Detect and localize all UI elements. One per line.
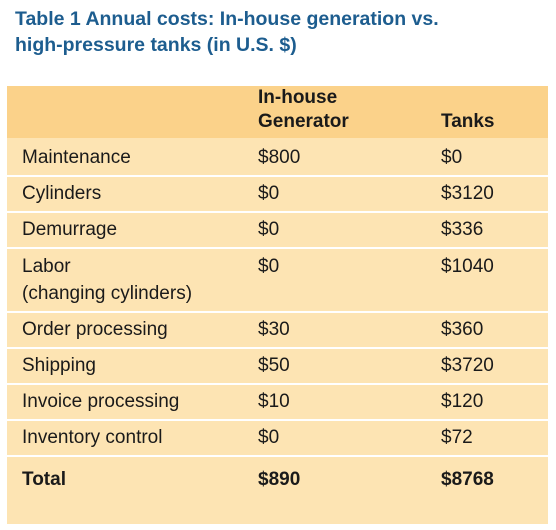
row-generator-cost: $0 — [258, 256, 280, 277]
header-generator-line-1: In-house — [258, 87, 338, 108]
total-label: Total — [22, 469, 66, 490]
row-divider — [7, 455, 548, 457]
header-generator: In-house Generator — [258, 86, 349, 134]
row-divider — [7, 211, 548, 213]
row-item: Shipping — [22, 355, 96, 376]
row-tanks-cost: $360 — [441, 319, 484, 340]
row-item: Invoice processing — [22, 391, 180, 412]
row-item: Demurrage — [22, 219, 118, 240]
row-divider — [7, 247, 548, 249]
row-tanks-cost: $1040 — [441, 256, 494, 277]
row-divider — [7, 347, 548, 349]
table-title: Table 1 Annual costs: In-house generatio… — [15, 6, 545, 58]
total-generator-cost: $890 — [258, 469, 301, 490]
total-tanks-cost: $8768 — [441, 469, 494, 490]
table-title-line-2: high-pressure tanks (in U.S. $) — [15, 34, 297, 56]
row-divider — [7, 383, 548, 385]
row-generator-cost: $800 — [258, 147, 301, 168]
table-header-band — [7, 86, 548, 138]
row-item: Maintenance — [22, 147, 131, 168]
row-generator-cost: $0 — [258, 219, 280, 240]
row-item: Order processing — [22, 319, 168, 340]
row-tanks-cost: $3720 — [441, 355, 494, 376]
header-tanks: Tanks — [441, 111, 495, 132]
row-divider — [7, 175, 548, 177]
row-item: Labor — [22, 256, 71, 277]
row-item: Inventory control — [22, 427, 163, 448]
row-divider — [7, 419, 548, 421]
row-tanks-cost: $120 — [441, 391, 484, 412]
row-generator-cost: $10 — [258, 391, 290, 412]
row-tanks-cost: $336 — [441, 219, 484, 240]
table-title-line-1: Table 1 Annual costs: In-house generatio… — [15, 8, 439, 30]
row-tanks-cost: $72 — [441, 427, 473, 448]
header-generator-line-2: Generator — [258, 111, 349, 132]
row-generator-cost: $0 — [258, 427, 280, 448]
row-generator-cost: $50 — [258, 355, 290, 376]
row-divider — [7, 311, 548, 313]
row-item: Cylinders — [22, 183, 102, 204]
row-generator-cost: $0 — [258, 183, 280, 204]
row-generator-cost: $30 — [258, 319, 290, 340]
table-background — [7, 86, 548, 524]
row-item-note: (changing cylinders) — [22, 283, 193, 304]
row-tanks-cost: $0 — [441, 147, 463, 168]
row-tanks-cost: $3120 — [441, 183, 494, 204]
